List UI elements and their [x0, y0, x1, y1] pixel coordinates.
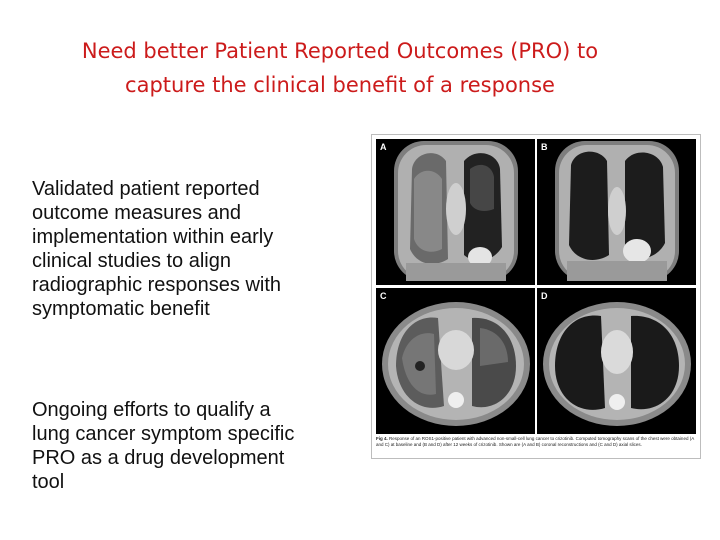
bullet-2-line: lung cancer symptom specific	[32, 423, 295, 445]
bullet-point-2: Ongoing efforts to qualify a lung cancer…	[32, 398, 362, 494]
bullet-1-line: clinical studies to align	[32, 250, 231, 272]
slide-title: Need better Patient Reported Outcomes (P…	[20, 34, 660, 102]
title-line-2: capture the clinical benefit of a respon…	[125, 73, 555, 97]
axial-scan-image	[543, 302, 691, 426]
panel-label: C	[380, 291, 387, 301]
title-line-1: Need better Patient Reported Outcomes (P…	[81, 39, 599, 63]
figure-caption: Fig 4. Response of an ROS1-positive pati…	[376, 436, 696, 456]
ct-panel-a-coronal-baseline: A	[376, 139, 535, 285]
panel-label: B	[541, 142, 548, 152]
bullet-point-1: Validated patient reported outcome measu…	[32, 177, 362, 321]
coronal-scan-image	[555, 141, 679, 281]
ct-scan-figure: A B C	[372, 135, 700, 458]
bullet-1-line: radiographic responses with	[32, 274, 282, 296]
bullet-1-line: implementation within early	[32, 226, 274, 248]
panel-label: A	[380, 142, 387, 152]
ct-panel-b-coronal-12-weeks: B	[537, 139, 696, 285]
coronal-scan-image	[394, 141, 518, 281]
bullet-1-line: Validated patient reported	[32, 178, 260, 200]
bullet-2-line: tool	[32, 471, 65, 493]
bullet-1-line: outcome measures and	[32, 202, 242, 224]
bullet-2-line: PRO as a drug development	[32, 447, 285, 469]
bullet-1-line: symptomatic benefit	[32, 298, 210, 320]
panel-label: D	[541, 291, 548, 301]
bullet-2-line: Ongoing efforts to qualify a	[32, 399, 271, 421]
caption-lead: Fig 4.	[376, 436, 388, 441]
ct-panel-c-axial-baseline: C	[376, 288, 535, 434]
ct-panel-d-axial-12-weeks: D	[537, 288, 696, 434]
axial-scan-image	[382, 302, 530, 426]
caption-text: Response of an ROS1-positive patient wit…	[376, 436, 694, 447]
